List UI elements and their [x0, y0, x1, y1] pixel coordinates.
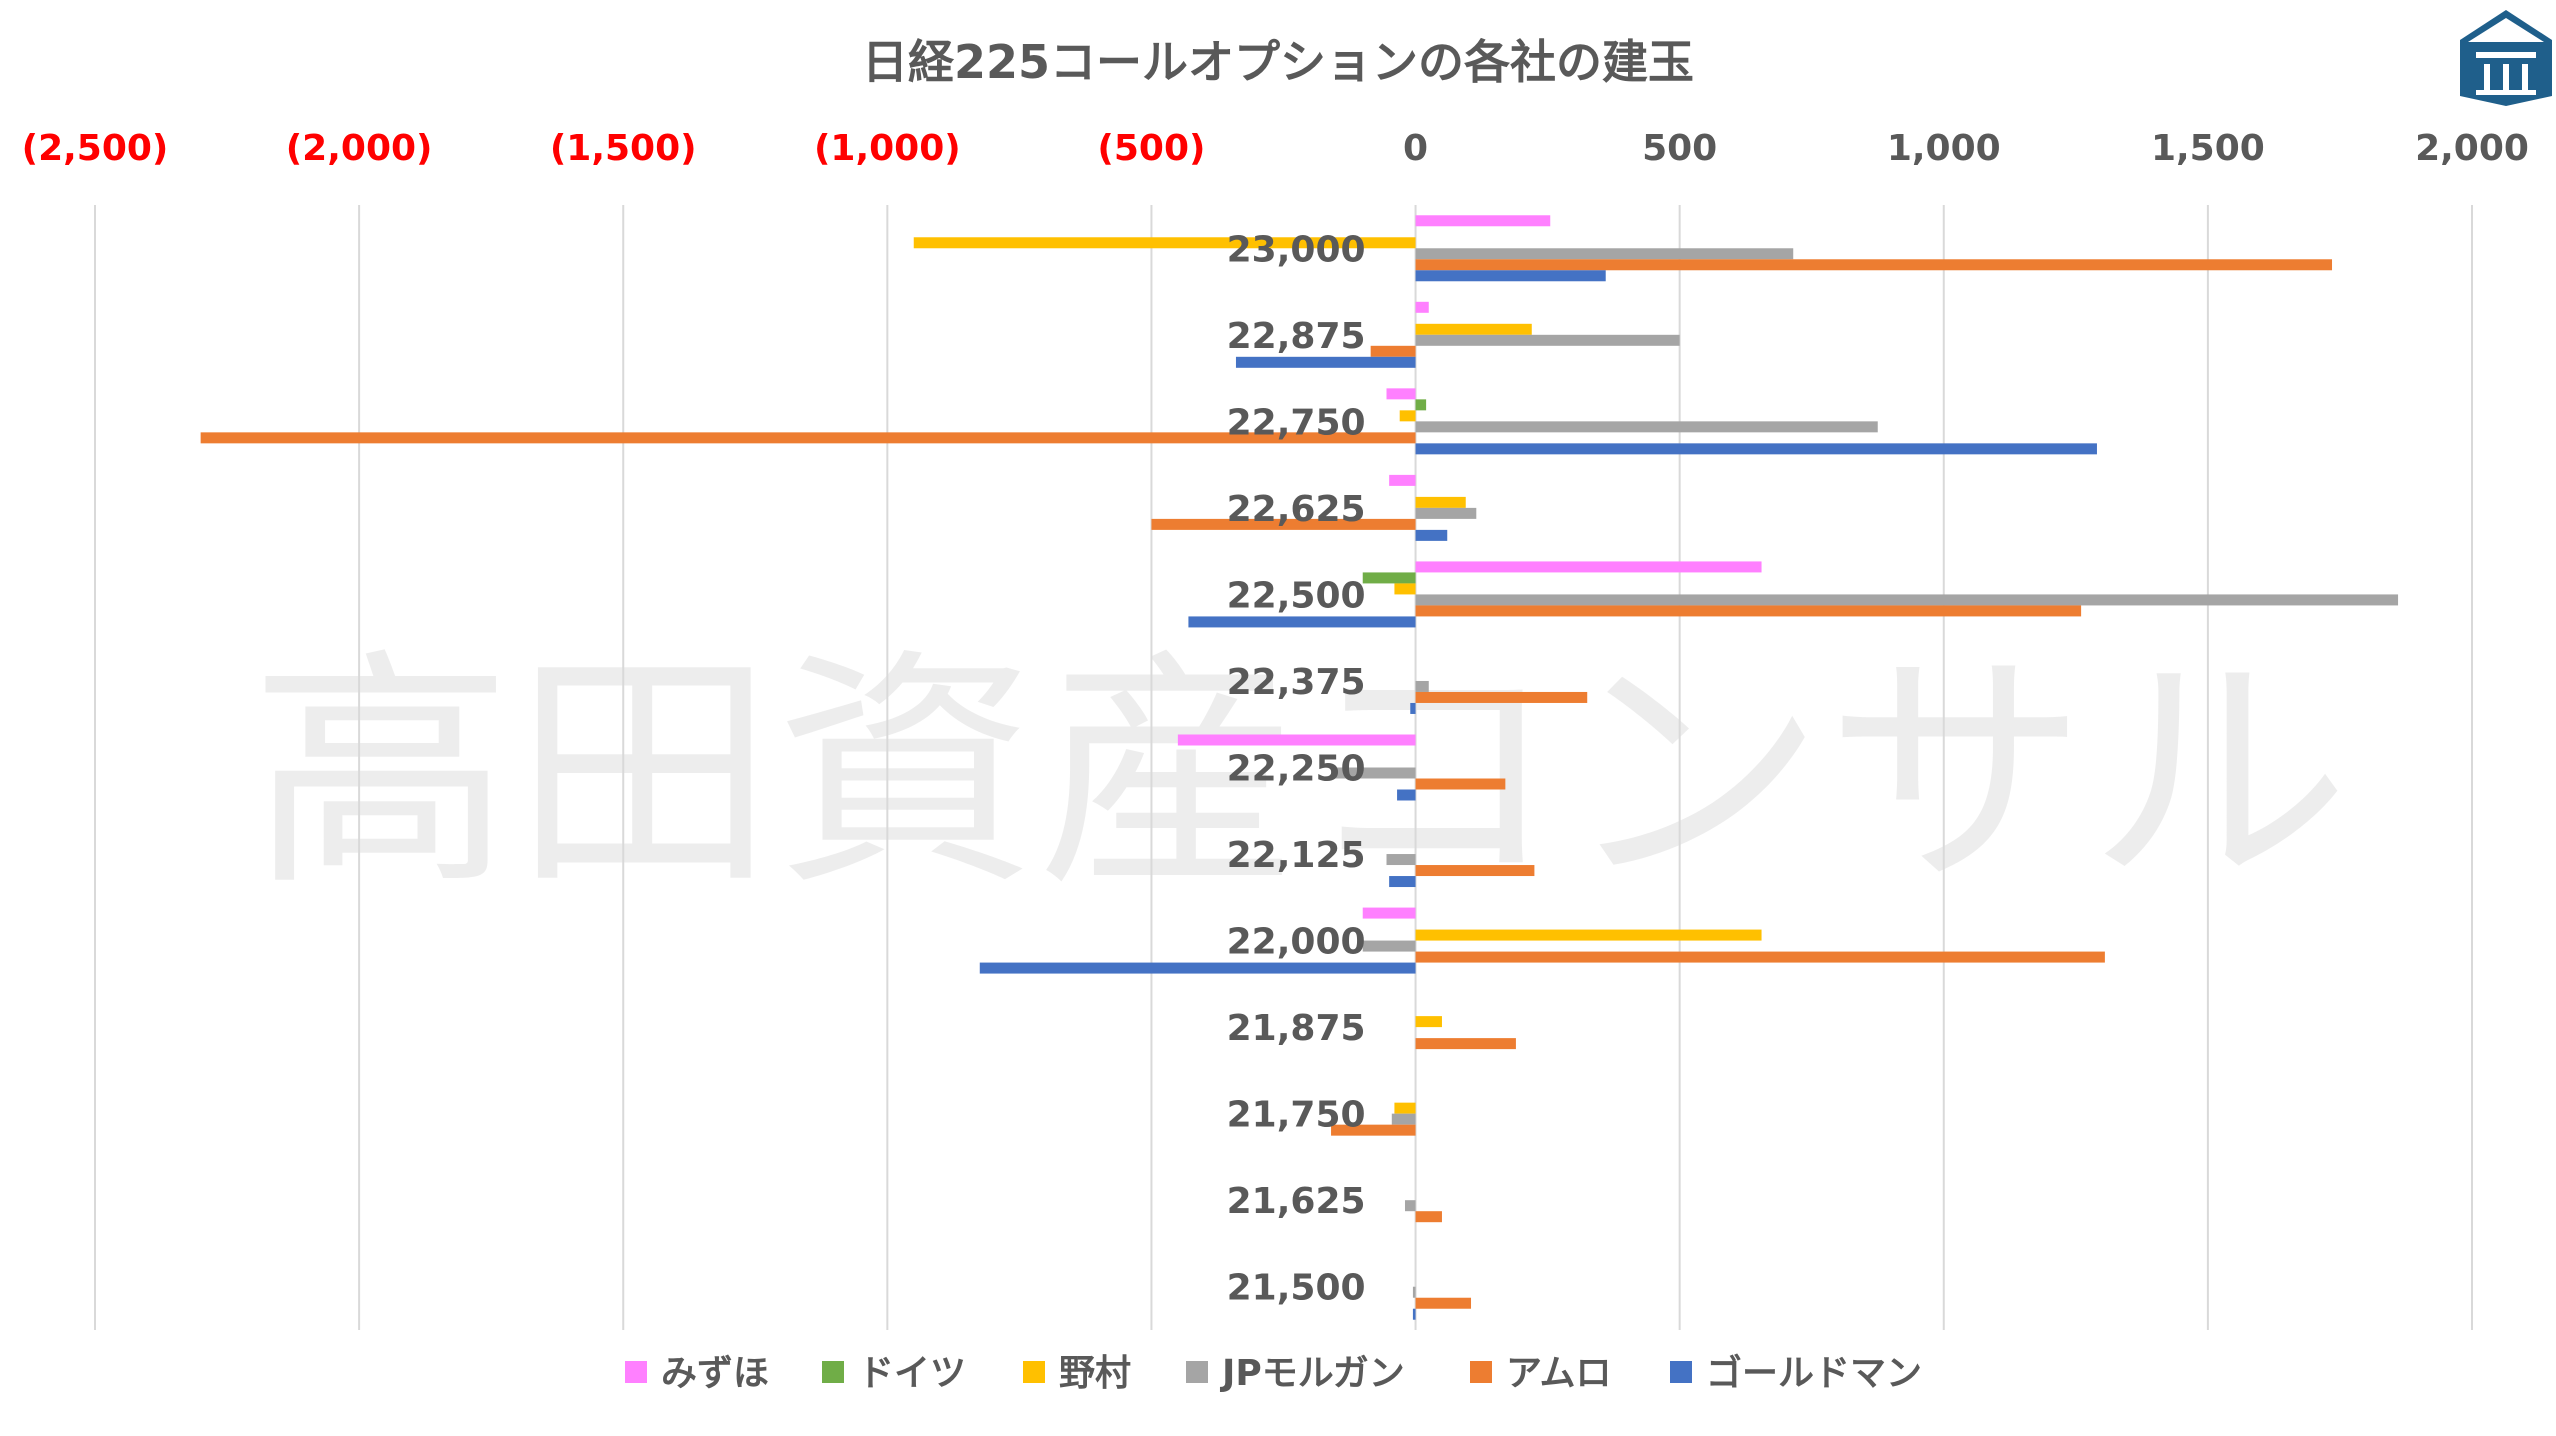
x-tick-label: (1,000) [814, 128, 961, 169]
legend-swatch [1186, 1361, 1208, 1383]
bar-JPモルガン-22,375 [1415, 680, 1429, 692]
legend-label: アムロ [1506, 1353, 1611, 1394]
chart-title: 日経225コールオプションの各社の建玉 [862, 35, 1694, 89]
bar-みずほ-23,000 [1415, 215, 1551, 227]
bar-ゴールドマン-22,750 [1415, 443, 2097, 455]
legend-swatch [1470, 1361, 1492, 1383]
bar-アムロ-21,750 [1331, 1124, 1416, 1136]
category-label: 22,750 [1227, 402, 1366, 443]
bar-アムロ-21,625 [1415, 1211, 1442, 1223]
category-label: 22,625 [1227, 489, 1366, 530]
bar-アムロ-22,625 [1151, 518, 1416, 530]
bar-アムロ-23,000 [1415, 259, 2333, 271]
category-label: 22,000 [1227, 922, 1366, 963]
watermark-text: 高田資産コンサル [250, 628, 2350, 919]
legend-swatch [822, 1361, 844, 1383]
bar-JPモルガン-22,250 [1331, 767, 1416, 779]
category-label: 21,625 [1227, 1181, 1366, 1222]
bar-JPモルガン-22,500 [1415, 594, 2399, 606]
bar-アムロ-22,750 [200, 432, 1416, 444]
bar-JPモルガン-22,625 [1415, 507, 1477, 519]
bar-野村-22,000 [1415, 929, 1762, 941]
bar-ゴールドマン-21,500 [1412, 1308, 1416, 1320]
category-label: 21,875 [1227, 1008, 1366, 1049]
bar-野村-22,750 [1399, 410, 1416, 422]
takata-logo-icon [2460, 10, 2552, 106]
x-tick-label: (2,000) [286, 128, 433, 169]
bar-アムロ-21,500 [1415, 1297, 1472, 1309]
legend-swatch [1023, 1361, 1045, 1383]
x-tick-label: (500) [1097, 128, 1205, 169]
bar-野村-22,625 [1415, 496, 1466, 508]
bar-ゴールドマン-22,125 [1389, 876, 1416, 888]
bar-野村-22,500 [1394, 583, 1416, 595]
bar-野村-21,750 [1394, 1102, 1416, 1114]
legend-swatch [625, 1361, 647, 1383]
legend-label: ドイツ [858, 1353, 966, 1394]
bar-みずほ-22,875 [1415, 301, 1429, 313]
x-tick-label: 500 [1642, 128, 1717, 169]
category-label: 22,500 [1227, 575, 1366, 616]
legend-label: ゴールドマン [1706, 1352, 1922, 1394]
legend-label: みずほ [661, 1353, 769, 1394]
bar-JPモルガン-22,125 [1386, 854, 1416, 866]
x-tick-label: 2,000 [2415, 128, 2529, 169]
bar-みずほ-22,750 [1386, 388, 1416, 400]
bar-アムロ-22,875 [1370, 345, 1416, 357]
x-tick-label: (1,500) [550, 128, 697, 169]
category-label: 23,000 [1227, 229, 1366, 270]
bar-ゴールドマン-22,000 [979, 962, 1416, 974]
bar-みずほ-22,000 [1362, 907, 1416, 919]
bar-ゴールドマン-23,000 [1415, 270, 1606, 282]
bar-野村-23,000 [913, 237, 1416, 249]
bar-JPモルガン-21,750 [1391, 1113, 1416, 1125]
category-label: 22,375 [1227, 662, 1366, 703]
category-label: 22,125 [1227, 835, 1366, 876]
bar-アムロ-22,375 [1415, 691, 1588, 703]
bar-JPモルガン-21,500 [1412, 1286, 1416, 1298]
bar-アムロ-22,125 [1415, 865, 1535, 877]
bar-ゴールドマン-22,625 [1415, 529, 1448, 541]
bar-みずほ-22,625 [1389, 474, 1416, 486]
x-tick-label: 1,000 [1887, 128, 2001, 169]
legend-label: JPモルガン [1219, 1353, 1405, 1394]
bar-JPモルガン-22,000 [1362, 940, 1416, 952]
bar-JPモルガン-22,875 [1415, 334, 1680, 346]
bar-アムロ-22,500 [1415, 605, 2082, 617]
x-tick-label: 1,500 [2151, 128, 2265, 169]
x-tick-label: (2,500) [22, 128, 169, 169]
bar-JPモルガン-22,750 [1415, 421, 1878, 433]
bar-ゴールドマン-22,250 [1397, 789, 1416, 801]
category-label: 22,875 [1227, 316, 1366, 357]
bar-ゴールドマン-22,875 [1235, 356, 1416, 368]
bar-ゴールドマン-22,375 [1410, 702, 1416, 714]
bar-ゴールドマン-22,500 [1188, 616, 1416, 628]
legend-label: 野村 [1059, 1353, 1131, 1394]
bar-アムロ-22,000 [1415, 951, 2105, 963]
bar-アムロ-22,250 [1415, 778, 1506, 790]
bar-ドイツ-22,750 [1415, 399, 1427, 411]
category-label: 22,250 [1227, 749, 1366, 790]
legend-swatch [1670, 1361, 1692, 1383]
bar-野村-21,875 [1415, 1016, 1442, 1028]
category-label: 21,750 [1227, 1095, 1366, 1136]
bar-JPモルガン-21,625 [1404, 1200, 1416, 1212]
x-tick-label: 0 [1403, 128, 1428, 169]
bar-野村-22,875 [1415, 323, 1532, 335]
category-label: 21,500 [1227, 1268, 1366, 1309]
bar-みずほ-22,250 [1177, 734, 1416, 746]
bar-アムロ-21,875 [1415, 1038, 1516, 1050]
bar-みずほ-22,500 [1415, 561, 1762, 573]
bar-JPモルガン-23,000 [1415, 248, 1794, 260]
bar-ドイツ-22,500 [1362, 572, 1416, 584]
